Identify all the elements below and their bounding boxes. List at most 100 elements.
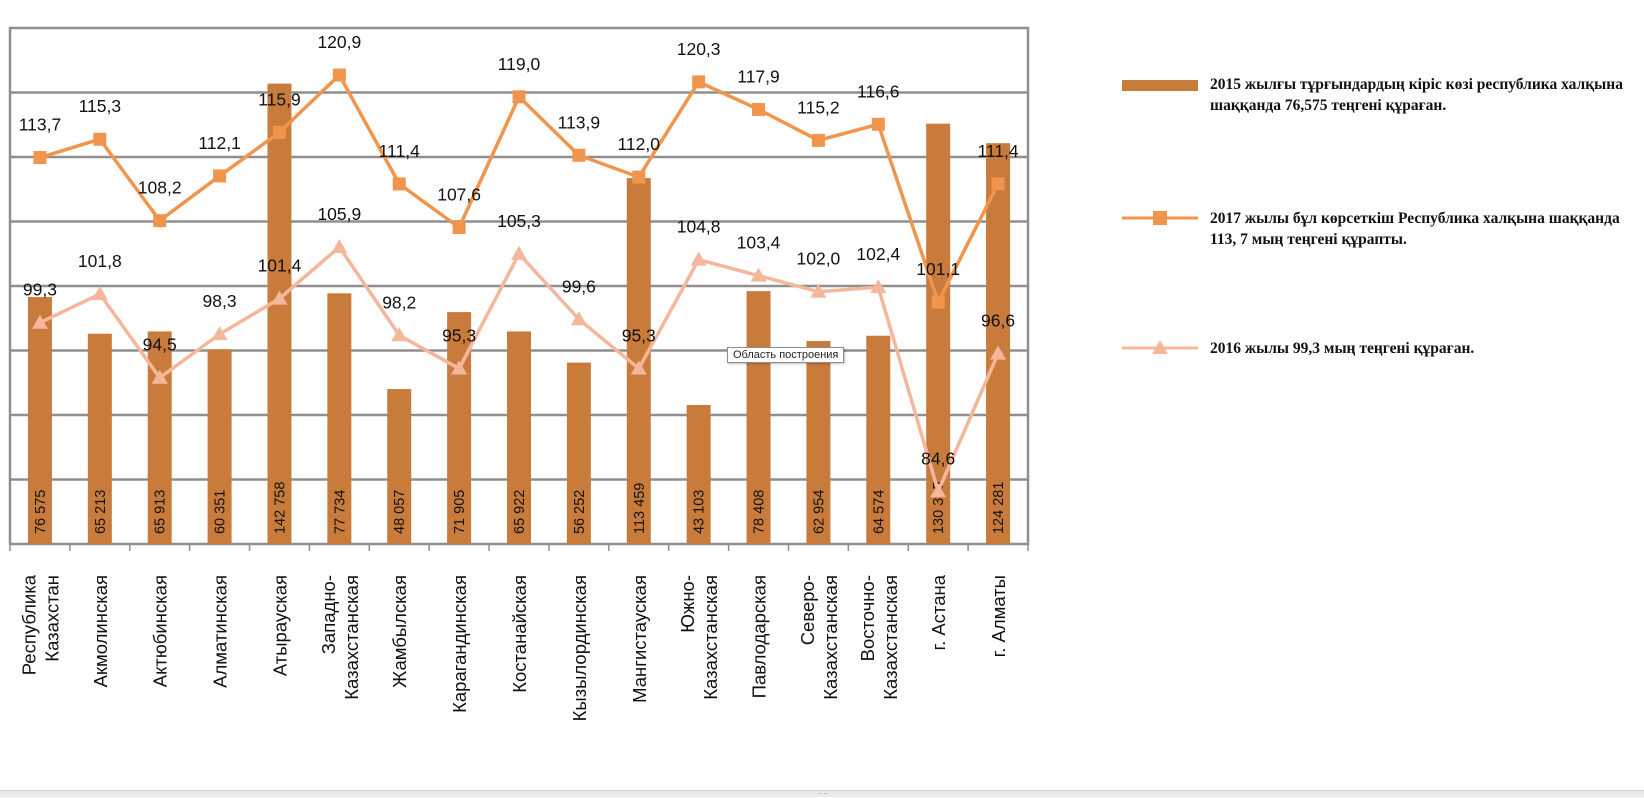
square-marker: [213, 169, 227, 183]
category-label-line: г. Астана: [928, 574, 949, 650]
category-label: Восточно- Казахстанская: [857, 575, 901, 700]
square-marker: [272, 125, 286, 139]
bar-data-label: 64 574: [871, 490, 887, 534]
legend-label-2017: 2017 жылы бұл көрсеткіш Республика халқы…: [1210, 210, 1620, 248]
triangle-marker: [810, 283, 827, 298]
bar: [87, 333, 112, 544]
bar-data-label: 65 922: [512, 490, 528, 534]
category-label-line: Казахстан: [41, 575, 62, 662]
bar-data-label: 71 905: [452, 490, 468, 534]
category-label-line: Казахстанская: [820, 575, 841, 700]
square-marker: [632, 170, 646, 184]
line-data-label: 103,4: [737, 233, 781, 253]
triangle-marker: [930, 483, 947, 498]
category-label-line: Восточно-: [857, 575, 878, 661]
triangle-marker: [391, 327, 408, 342]
category-label: Павлодарская: [749, 575, 770, 698]
category-label: Западно- Казахстанская: [318, 575, 362, 700]
category-label-line: Казахстанская: [341, 575, 362, 700]
resize-grip-icon[interactable]: ····: [817, 789, 829, 798]
square-marker: [392, 177, 406, 191]
line-data-label: 105,3: [497, 211, 541, 231]
line-data-label: 99,3: [23, 280, 57, 300]
bar: [27, 297, 52, 544]
bar-data-label: 65 913: [153, 490, 169, 534]
line-data-label: 101,4: [258, 256, 302, 276]
category-label-line: Казахстанская: [880, 575, 901, 700]
bar-data-label: 65 213: [93, 490, 109, 534]
category-label-line: Алматинская: [210, 575, 231, 688]
triangle-marker: [690, 251, 707, 266]
line-data-label: 98,3: [203, 291, 237, 311]
triangle-marker: [271, 290, 288, 305]
square-marker: [692, 75, 706, 89]
category-label: Алматинская: [210, 575, 231, 688]
square-marker: [33, 151, 47, 165]
category-label-line: Жамбылская: [389, 575, 410, 688]
legend-label-2015: 2015 жылғы тұрғындардың кіріс көзі респу…: [1210, 76, 1623, 114]
category-label: Кызылординская: [569, 575, 590, 721]
line-series: 99,3 101,8 94,5 98,3 101,4 105,9 98,2 95,3 105,3…: [19, 32, 1019, 498]
category-label: г. Астана: [928, 574, 949, 650]
bar-data-label: 113 459: [632, 483, 648, 534]
line-data-label: 101,8: [78, 251, 122, 271]
category-label: Акмолинская: [90, 575, 111, 687]
category-label: Республика Казахстан: [18, 574, 62, 675]
bar: [566, 362, 591, 544]
square-marker: [512, 90, 526, 104]
square-marker: [93, 132, 107, 146]
bar-series: 76 575 65 213 65 913 60 351 142 758 77 734 48 …: [27, 83, 1011, 545]
bar-data-label: 60 351: [213, 490, 229, 534]
legend-triangle-marker-swatch: [1122, 340, 1198, 354]
category-label-line: Акмолинская: [90, 575, 111, 687]
category-label: г. Алматы: [988, 575, 1009, 657]
square-marker: [931, 295, 945, 309]
bar: [507, 331, 531, 544]
category-label-line: Павлодарская: [749, 575, 770, 698]
bar-data-label: 43 103: [692, 490, 708, 534]
category-label-line: Южно-: [677, 575, 698, 633]
category-axis: Республика Казахстан Акмолинская Актюбинска…: [9, 544, 1029, 721]
line-series-2017: 113,7 115,3 108,2 112,1 115,9 120,9 111,4 107,6…: [19, 32, 1019, 309]
category-label: Атырауская: [269, 575, 290, 676]
legend-item-2016: 2016 жылы 99,3 мың теңгені құраған.: [1120, 338, 1640, 408]
line-data-label: 112,0: [618, 134, 661, 154]
category-label: Северо- Казахстанская: [797, 575, 841, 700]
bar: [686, 404, 711, 544]
line-series-2016: 99,3 101,8 94,5 98,3 101,4 105,9 98,2 95,3 105,3…: [23, 204, 1015, 498]
line-data-label: 94,5: [143, 335, 177, 355]
triangle-marker: [750, 267, 767, 282]
bar: [926, 123, 951, 545]
bar-data-label: 76 575: [33, 490, 49, 534]
bar-data-label: 78 408: [752, 490, 768, 534]
square-marker: [991, 177, 1005, 191]
line-data-label: 84,6: [921, 448, 955, 468]
square-marker: [452, 221, 466, 235]
line-data-label: 115,2: [797, 97, 840, 117]
triangle-marker: [331, 239, 348, 254]
square-marker: [332, 68, 346, 82]
plot-area-tooltip: Область построения: [727, 347, 845, 363]
triangle-marker: [870, 279, 887, 294]
category-label-line: Актюбинская: [150, 575, 171, 687]
category-label-line: Кызылординская: [569, 575, 590, 721]
line-data-label: 115,9: [258, 89, 301, 109]
line-data-label: 104,8: [677, 217, 721, 237]
category-label-line: Западно-: [318, 575, 339, 654]
line-data-label: 101,1: [916, 259, 960, 279]
bar-data-label: 124 281: [991, 482, 1007, 534]
legend-bar-swatch: [1122, 80, 1198, 91]
bar: [207, 349, 232, 544]
legend-label-2016: 2016 жылы 99,3 мың теңгені құраған.: [1210, 340, 1475, 357]
category-label: Южно- Казахстанская: [677, 575, 721, 700]
legend-item-2017: 2017 жылы бұл көрсеткіш Республика халқы…: [1120, 208, 1640, 278]
line-data-label: 95,3: [622, 326, 656, 346]
bar: [387, 389, 412, 544]
window-bottom-edge: ····: [0, 789, 1644, 798]
line-data-label: 107,6: [437, 185, 481, 205]
legend-square-marker-swatch: [1122, 211, 1198, 225]
bar: [866, 335, 891, 544]
bar: [806, 340, 831, 544]
category-label-line: Атырауская: [269, 575, 290, 676]
square-marker: [572, 148, 586, 162]
